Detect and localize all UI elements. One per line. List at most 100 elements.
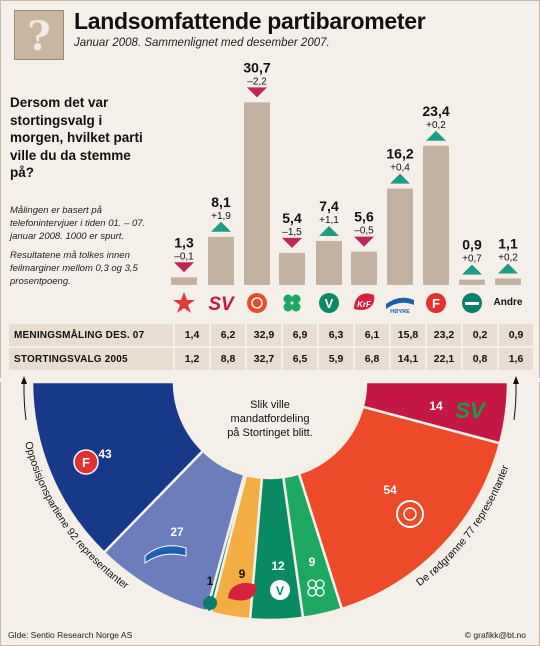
cell-election: 8,8 bbox=[209, 346, 247, 372]
seat-count-label: 14 bbox=[429, 399, 443, 413]
frp-letter: F bbox=[432, 296, 440, 311]
arrow-head bbox=[21, 376, 27, 384]
cell-poll: 6,9 bbox=[281, 322, 319, 348]
cell-poll: 15,8 bbox=[389, 322, 427, 348]
row-label-poll: MENINGSMÅLING DES. 07 bbox=[7, 322, 175, 348]
cell-poll: 6,3 bbox=[317, 322, 355, 348]
cell-election: 1,6 bbox=[497, 346, 535, 372]
krf-logo-icon bbox=[228, 582, 257, 601]
change-label: +1,9 bbox=[211, 211, 231, 222]
cell-poll: 1,4 bbox=[173, 322, 211, 348]
change-down-arrow bbox=[282, 237, 302, 248]
bar bbox=[171, 277, 197, 285]
ap-rose-icon bbox=[396, 500, 424, 528]
seat-count-label: 9 bbox=[239, 567, 246, 581]
change-up-arrow bbox=[319, 225, 339, 236]
arrow-line bbox=[23, 383, 27, 421]
krf-letters: KrF bbox=[357, 300, 372, 309]
value-label: 7,4 bbox=[319, 198, 339, 214]
value-label: 1,1 bbox=[498, 235, 518, 251]
ap-rose-detail bbox=[251, 297, 263, 309]
sp-clover-icon bbox=[315, 587, 325, 597]
kystpartiet-wave bbox=[465, 302, 479, 305]
frp-logo-icon bbox=[73, 449, 99, 475]
sp-clover-icon bbox=[283, 294, 293, 304]
frp-logo-icon bbox=[426, 293, 446, 313]
cell-poll: 6,2 bbox=[209, 322, 247, 348]
change-up-arrow bbox=[498, 263, 518, 274]
sp-clover-icon bbox=[283, 302, 293, 312]
change-up-arrow bbox=[462, 264, 482, 275]
seat-count-label: 12 bbox=[271, 559, 285, 573]
cell-poll: 0,2 bbox=[461, 322, 499, 348]
sp-clover-icon bbox=[291, 302, 301, 312]
seat-slice bbox=[30, 380, 205, 555]
cell-election: 6,8 bbox=[353, 346, 391, 372]
sv-logo-icon: SV bbox=[208, 294, 235, 315]
change-up-arrow bbox=[426, 130, 446, 141]
bar bbox=[244, 102, 270, 286]
arrow-head bbox=[513, 376, 519, 384]
roedt-star-icon bbox=[173, 292, 195, 313]
cell-poll: 0,9 bbox=[497, 322, 535, 348]
hemicycle-caption: Slik ville bbox=[250, 399, 290, 411]
value-label: 1,3 bbox=[174, 234, 194, 250]
seat-count-label: 54 bbox=[383, 483, 397, 497]
value-label: 0,9 bbox=[462, 237, 482, 253]
change-up-arrow bbox=[390, 173, 410, 184]
cell-election: 32,7 bbox=[245, 346, 283, 372]
value-label: 16,2 bbox=[386, 146, 413, 162]
change-label: +0,2 bbox=[498, 252, 518, 263]
change-label: –0,1 bbox=[174, 251, 194, 262]
comparison-table: MENINGSMÅLING DES. 07 1,4 6,2 32,9 6,9 6… bbox=[7, 322, 535, 372]
source-note: Glde: Sentio Research Norge AS bbox=[8, 630, 133, 640]
change-label: +0,2 bbox=[426, 120, 446, 131]
venstre-logo-icon bbox=[270, 580, 290, 600]
change-label: –1,5 bbox=[282, 227, 302, 238]
method-note-sample: Målingen er basert på telefonintervjuer … bbox=[10, 205, 146, 242]
kystpartiet-logo-icon bbox=[203, 596, 217, 610]
change-label: +0,7 bbox=[462, 254, 482, 265]
value-label: 30,7 bbox=[243, 59, 270, 75]
row-label-election: STORTINGSVALG 2005 bbox=[7, 346, 175, 372]
krf-logo-icon bbox=[354, 293, 375, 311]
cell-election: 5,9 bbox=[317, 346, 355, 372]
change-up-arrow bbox=[211, 221, 231, 232]
cell-poll: 6,1 bbox=[353, 322, 391, 348]
change-label: –2,2 bbox=[247, 76, 267, 87]
venstre-logo-icon bbox=[319, 293, 339, 313]
sv-logo-icon: SV bbox=[455, 398, 487, 423]
hoyre-logo-icon bbox=[386, 297, 414, 309]
hemicycle-top-edge bbox=[0, 378, 540, 382]
change-down-arrow bbox=[247, 87, 267, 98]
cell-election: 1,2 bbox=[173, 346, 211, 372]
hoyre-letters: HØYRE bbox=[390, 309, 410, 315]
seat-count-label: 9 bbox=[309, 555, 316, 569]
cell-election: 0,8 bbox=[461, 346, 499, 372]
cell-poll: 32,9 bbox=[245, 322, 283, 348]
change-label: +1,1 bbox=[319, 215, 339, 226]
change-label: +0,4 bbox=[390, 163, 410, 174]
survey-question: Dersom det var stortingsvalg i morgen, h… bbox=[10, 95, 143, 180]
bar bbox=[351, 251, 377, 285]
table-row-election-2005: STORTINGSVALG 2005 1,2 8,8 32,7 6,5 5,9 … bbox=[7, 346, 535, 372]
venstre-letter: V bbox=[276, 584, 284, 598]
hemicycle-caption: mandatfordeling bbox=[231, 413, 310, 425]
hemicycle-caption: på Stortinget blitt. bbox=[227, 427, 313, 439]
hoyre-logo-icon bbox=[144, 545, 187, 564]
page-subtitle: Januar 2008. Sammenlignet med desember 2… bbox=[74, 37, 330, 49]
venstre-letter: V bbox=[325, 296, 334, 311]
page-title: Landsomfattende partibarometer bbox=[74, 8, 426, 34]
value-label: 8,1 bbox=[211, 194, 231, 210]
seat-count-label: 43 bbox=[98, 447, 112, 461]
bar bbox=[316, 240, 342, 285]
cell-poll: 23,2 bbox=[425, 322, 463, 348]
bar bbox=[423, 145, 449, 285]
method-note: Målingen er basert på telefonintervjuer … bbox=[10, 204, 160, 294]
method-note-margin: Resultatene må tolkes innen feilmarginer… bbox=[10, 250, 138, 287]
bar bbox=[279, 252, 305, 285]
change-down-arrow bbox=[354, 236, 374, 247]
bar bbox=[387, 188, 413, 285]
